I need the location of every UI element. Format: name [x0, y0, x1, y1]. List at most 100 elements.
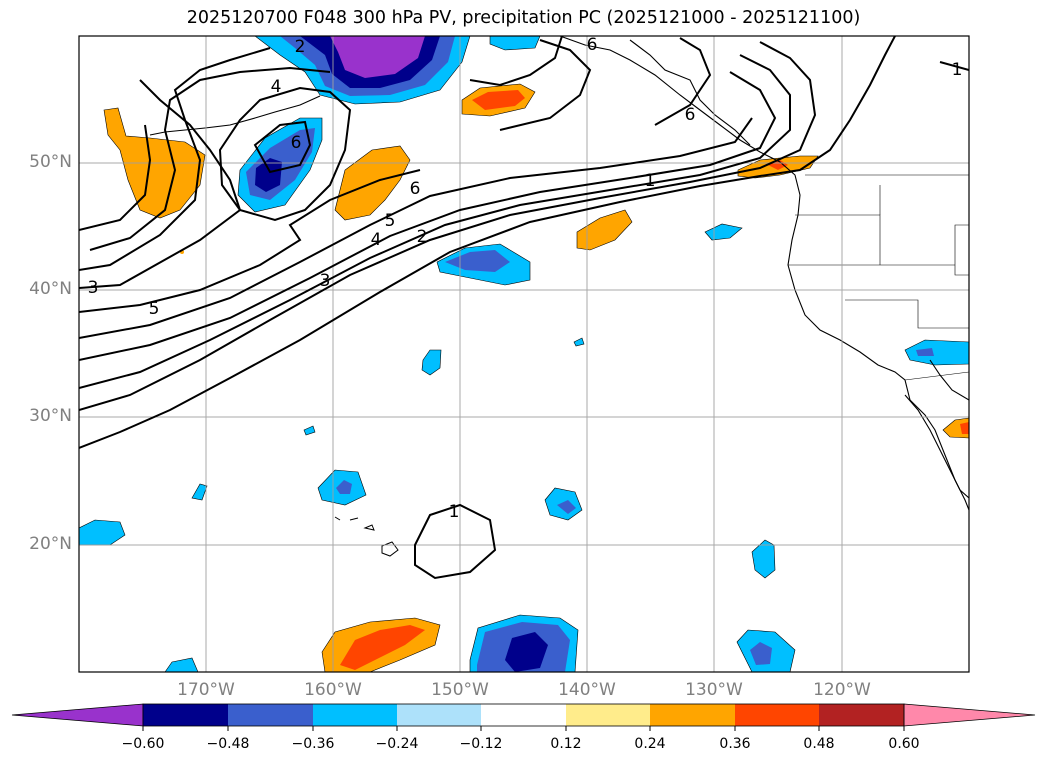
- coast-aleutians: [149, 95, 321, 136]
- precip-blob-south-red: [340, 625, 425, 670]
- contour-label: 6: [587, 35, 598, 55]
- pv-contour-2: [79, 41, 817, 411]
- map-layers: 6 4 6 6 5 4 2 3 5 3 1 1 1 2 6: [79, 35, 969, 672]
- precip-blob-bl-cyan: [164, 657, 199, 672]
- lon-tick-label: 120°W: [813, 680, 871, 700]
- contour-label: 2: [417, 227, 428, 247]
- contour-label: 3: [88, 278, 99, 298]
- colorbar-label: −0.60: [121, 736, 165, 752]
- pv-contour-3: [79, 54, 791, 389]
- precip-blob-148w-blue: [445, 250, 510, 272]
- lon-tick-label: 170°W: [177, 680, 235, 700]
- colorbar: [11, 703, 1036, 731]
- precip-blob-south-big-dark: [505, 632, 548, 672]
- precip-blob-baja-cyan: [904, 339, 969, 366]
- contour-label: 6: [291, 133, 302, 153]
- contour-label: 4: [271, 77, 282, 97]
- precip-blob-gulf-red: [472, 90, 525, 110]
- pv-contour-1: [79, 36, 896, 449]
- precip-blob-top-cyan: [489, 36, 541, 51]
- pv-contour-7: [79, 79, 242, 289]
- colorbar-outline: [142, 703, 905, 727]
- colorbar-bin: [143, 704, 228, 726]
- precip-blob-127w-cyan: [751, 539, 776, 579]
- precip-blob-aleutian-purple: [330, 36, 425, 78]
- colorbar-bin: [481, 704, 566, 726]
- colorbar-bin: [819, 704, 904, 726]
- colorbar-label: −0.12: [459, 736, 503, 752]
- pv-contour-13: [499, 39, 592, 131]
- colorbar-ticks: [142, 726, 905, 731]
- precip-fills: [79, 36, 969, 672]
- gridlines: [79, 36, 969, 672]
- colorbar-label: −0.24: [375, 736, 419, 752]
- precip-blob-152w-cyan: [421, 349, 442, 376]
- precip-blob-sw-blue: [750, 642, 772, 665]
- contour-label: 3: [320, 271, 331, 291]
- contour-label: 1: [449, 502, 460, 522]
- colorbar-bin: [313, 704, 397, 726]
- lat-tick-label: 40°N: [29, 279, 72, 299]
- map-frame: [78, 35, 970, 673]
- colorbar-label: 0.24: [634, 736, 666, 752]
- hawaii-islands: [334, 516, 399, 557]
- contour-label: 6: [685, 105, 696, 125]
- pv-contour-5: [79, 117, 753, 339]
- pv-contour-11: [218, 86, 352, 222]
- precip-blob-141w-cyan: [573, 337, 585, 347]
- pv-contour-4: [79, 71, 777, 361]
- pv-contour-16: [414, 503, 497, 580]
- precip-blob-142w-orange: [576, 209, 633, 251]
- lon-tick-label: 130°W: [685, 680, 743, 700]
- border-state-3: [845, 299, 969, 329]
- pv-contour-8: [79, 47, 271, 271]
- lat-tick-label: 20°N: [29, 534, 72, 554]
- lon-tick-label: 160°W: [304, 680, 362, 700]
- contour-label: 6: [410, 179, 421, 199]
- colorbar-label: −0.48: [206, 736, 250, 752]
- colorbar-bin: [566, 704, 650, 726]
- colorbar-label: 0.48: [803, 736, 835, 752]
- coast-baja: [904, 394, 969, 499]
- border-state-5: [954, 224, 969, 276]
- colorbar-bin: [228, 704, 313, 726]
- lon-tick-label: 150°W: [431, 680, 489, 700]
- pv-contour-15: [654, 37, 712, 126]
- precip-blob-baja-blue: [916, 348, 934, 356]
- precip-blob-180-cyan: [79, 519, 126, 546]
- map-background: [79, 36, 969, 672]
- colorbar-bin: [397, 704, 481, 726]
- pv-contour-10: [79, 124, 152, 231]
- precip-blob-165w-dark: [255, 158, 282, 192]
- pv-contour-6: [79, 169, 421, 313]
- colorbar-bin: [735, 704, 819, 726]
- precip-blob-170w-cyan: [191, 483, 208, 501]
- contour-label: 1: [645, 171, 656, 191]
- pv-contours: [79, 36, 969, 580]
- colorbar-label: 0.60: [888, 736, 920, 752]
- precip-blob-158w-cyan: [303, 425, 316, 436]
- lat-tick-label: 30°N: [29, 406, 72, 426]
- precip-blob-141w-blue: [557, 500, 576, 514]
- political-borders: [788, 174, 969, 381]
- precip-blob-hawaii-blue: [336, 480, 352, 494]
- pv-contour-12: [253, 120, 312, 174]
- coast-mexico-gulf: [929, 359, 969, 401]
- colorbar-label: −0.36: [291, 736, 335, 752]
- contour-label: 5: [149, 299, 160, 319]
- pv-contour-14: [469, 36, 563, 87]
- contour-label: 1: [952, 60, 963, 80]
- contour-label: 4: [371, 230, 382, 250]
- colorbar-extend-high: [903, 703, 1036, 727]
- precip-blob-baja-red: [960, 422, 969, 434]
- contour-label: 2: [295, 37, 306, 57]
- colorbar-label: 0.12: [550, 736, 582, 752]
- lat-tick-label: 50°N: [29, 152, 72, 172]
- colorbar-label: 0.36: [719, 736, 751, 752]
- contour-label: 5: [385, 211, 396, 231]
- border-us-mexico: [904, 371, 969, 381]
- contour-labels: 6 4 6 6 5 4 2 3 5 3 1 1 1 2 6: [88, 35, 963, 522]
- pv-contour-9: [89, 66, 331, 251]
- chart-title: 2025120700 F048 300 hPa PV, precipitatio…: [186, 8, 861, 28]
